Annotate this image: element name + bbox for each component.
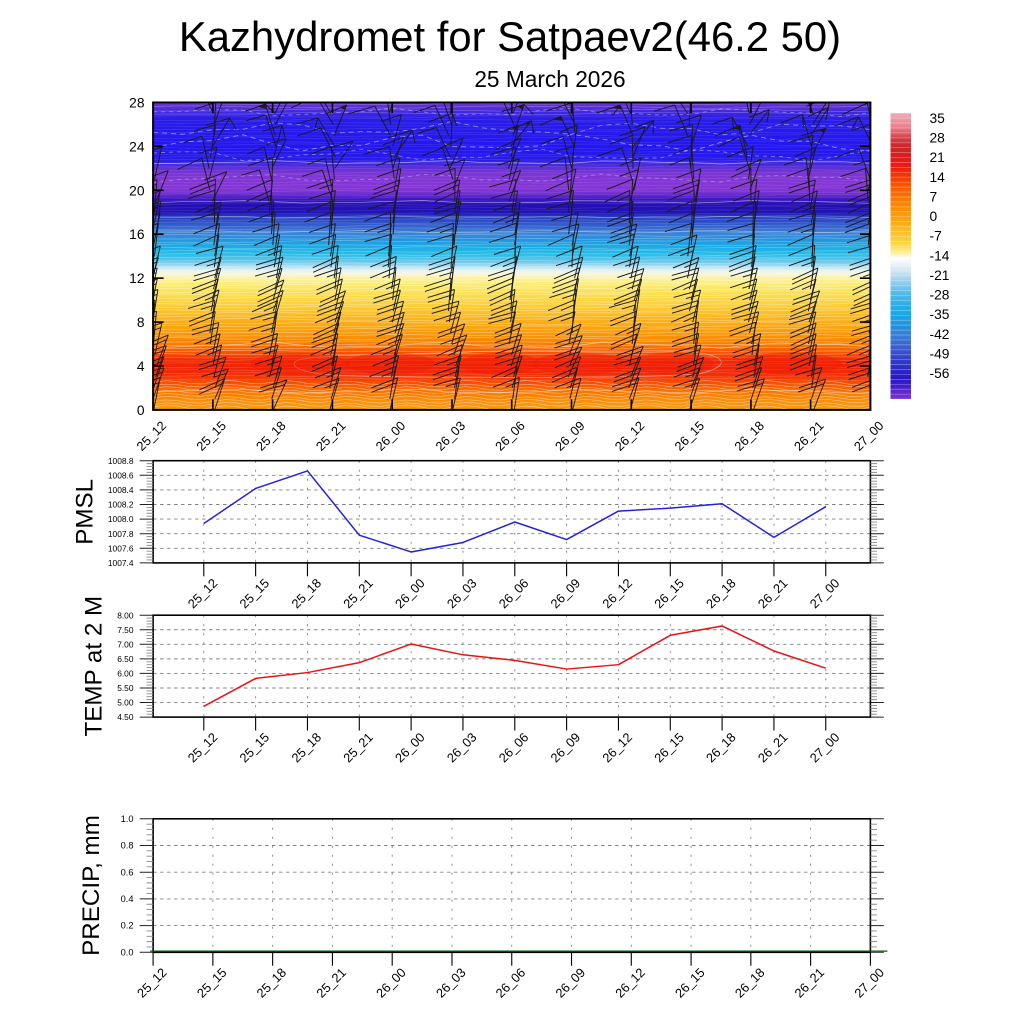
svg-text:PMSL: PMSL: [71, 479, 98, 545]
svg-text:1007.8: 1007.8: [108, 529, 134, 539]
svg-text:-28: -28: [930, 288, 950, 303]
svg-text:1008.8: 1008.8: [108, 456, 134, 466]
svg-text:1008.0: 1008.0: [108, 514, 134, 524]
svg-text:TEMP at 2 M: TEMP at 2 M: [81, 596, 108, 737]
svg-text:12: 12: [129, 271, 144, 286]
svg-text:-7: -7: [930, 229, 942, 244]
svg-text:1.0: 1.0: [121, 814, 134, 824]
svg-text:0.8: 0.8: [121, 841, 134, 851]
svg-text:24: 24: [129, 139, 145, 154]
svg-text:0.6: 0.6: [121, 867, 134, 877]
svg-text:1007.6: 1007.6: [108, 543, 134, 553]
svg-text:-56: -56: [930, 366, 950, 381]
svg-text:4.50: 4.50: [117, 712, 134, 722]
svg-text:0: 0: [930, 209, 938, 224]
svg-text:0.0: 0.0: [121, 947, 134, 957]
svg-text:5.00: 5.00: [117, 698, 134, 708]
svg-text:-35: -35: [930, 307, 950, 322]
svg-text:1008.2: 1008.2: [108, 500, 134, 510]
svg-text:1008.6: 1008.6: [108, 470, 134, 480]
svg-text:8: 8: [137, 315, 145, 330]
svg-text:-14: -14: [930, 248, 950, 263]
svg-text:28: 28: [930, 131, 946, 146]
svg-text:4: 4: [137, 359, 145, 374]
svg-text:6.50: 6.50: [117, 654, 134, 664]
svg-text:-21: -21: [930, 268, 950, 283]
svg-text:20: 20: [129, 183, 145, 198]
svg-text:-49: -49: [930, 346, 950, 361]
svg-text:6.00: 6.00: [117, 669, 134, 679]
svg-text:35: 35: [930, 111, 946, 126]
svg-text:25 March 2026: 25 March 2026: [474, 66, 625, 92]
svg-text:21: 21: [930, 150, 945, 165]
svg-text:-42: -42: [930, 327, 950, 342]
svg-text:7: 7: [930, 190, 938, 205]
svg-text:28: 28: [129, 96, 145, 111]
svg-text:1008.4: 1008.4: [108, 485, 134, 495]
svg-text:5.50: 5.50: [117, 683, 134, 693]
svg-text:0.4: 0.4: [121, 894, 134, 904]
svg-text:7.50: 7.50: [117, 625, 134, 635]
svg-text:8.00: 8.00: [117, 610, 134, 620]
svg-text:14: 14: [930, 170, 946, 185]
svg-text:7.00: 7.00: [117, 639, 134, 649]
svg-text:0: 0: [137, 403, 145, 418]
svg-text:Kazhydromet for Satpaev2(46.2: Kazhydromet for Satpaev2(46.2 50): [179, 13, 841, 60]
svg-text:1007.4: 1007.4: [108, 558, 134, 568]
svg-text:0.2: 0.2: [121, 921, 134, 931]
svg-text:16: 16: [129, 227, 145, 242]
svg-text:PRECIP, mm: PRECIP, mm: [78, 815, 105, 956]
